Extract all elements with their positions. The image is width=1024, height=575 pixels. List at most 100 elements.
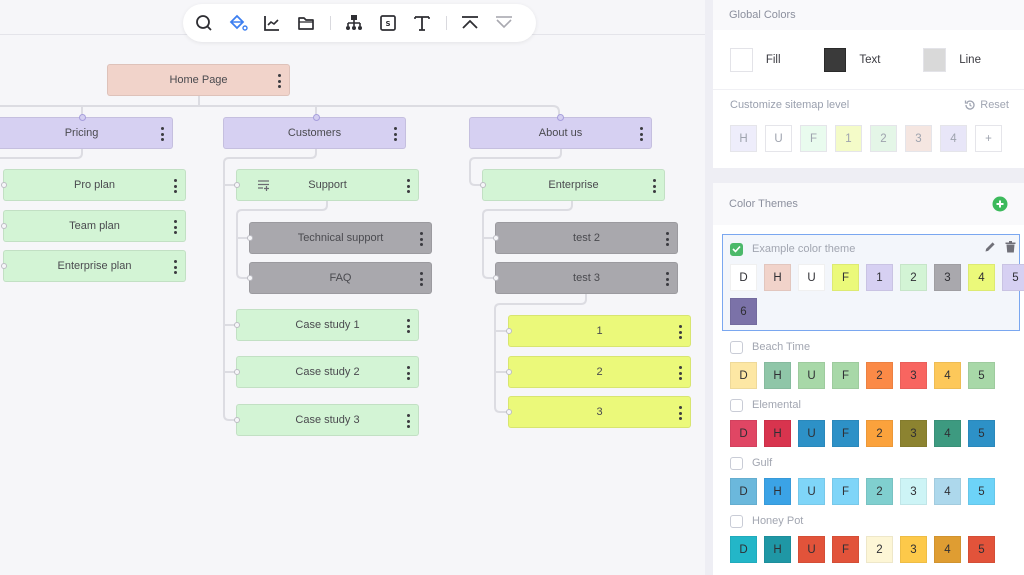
node-customers[interactable]: Customers <box>223 114 406 149</box>
node-menu-icon[interactable] <box>173 220 177 234</box>
theme-swatch[interactable]: 3 <box>900 478 927 505</box>
level-swatch[interactable]: U <box>765 125 792 152</box>
node-menu-icon[interactable] <box>406 319 410 333</box>
theme-checkbox[interactable] <box>730 340 743 354</box>
theme-swatch[interactable]: 2 <box>900 264 927 291</box>
theme-swatch[interactable]: D <box>730 264 757 291</box>
theme-swatch[interactable]: U <box>798 420 825 447</box>
theme-swatch[interactable]: F <box>832 478 859 505</box>
collapse-up-icon[interactable] <box>458 11 482 35</box>
connector-port[interactable] <box>506 328 512 334</box>
node-menu-icon[interactable] <box>160 127 164 141</box>
color-theme-item[interactable]: Beach Time D H U F 2 3 4 5 <box>713 331 1024 389</box>
sitemap-icon[interactable] <box>342 11 366 35</box>
connector-port[interactable] <box>313 114 320 121</box>
theme-swatch[interactable]: H <box>764 536 791 563</box>
theme-swatch[interactable]: 3 <box>900 536 927 563</box>
node-menu-icon[interactable] <box>678 366 682 380</box>
theme-checkbox[interactable] <box>730 514 743 528</box>
node-team-plan[interactable]: Team plan <box>1 210 186 242</box>
node-menu-icon[interactable] <box>678 325 682 339</box>
theme-swatch[interactable]: H <box>764 420 791 447</box>
connector-port[interactable] <box>1 182 7 188</box>
connector-port[interactable] <box>234 182 240 188</box>
node-case-study-3[interactable]: Case study 3 <box>234 404 419 436</box>
theme-swatch[interactable]: 4 <box>934 362 961 389</box>
line-color-swatch[interactable] <box>923 47 947 72</box>
theme-swatch[interactable]: 3 <box>900 362 927 389</box>
expand-down-icon[interactable] <box>492 11 516 35</box>
fill-color-swatch[interactable] <box>730 47 753 72</box>
node-pricing[interactable]: Pricing <box>0 114 173 149</box>
theme-swatch[interactable]: 2 <box>866 420 893 447</box>
theme-swatch[interactable]: 4 <box>934 478 961 505</box>
theme-swatch[interactable]: F <box>832 264 859 291</box>
color-theme-item[interactable]: Elemental D H U F 2 3 4 5 <box>713 389 1024 447</box>
theme-swatch[interactable]: U <box>798 264 825 291</box>
node-about-us[interactable]: About us <box>469 114 652 149</box>
connector-port[interactable] <box>234 369 240 375</box>
node-support[interactable]: Support <box>234 169 419 201</box>
connector-port[interactable] <box>493 275 499 281</box>
node-home-page[interactable]: Home Page <box>107 64 290 96</box>
theme-swatch[interactable]: H <box>764 264 791 291</box>
add-level-button[interactable]: + <box>975 125 1002 152</box>
theme-swatch[interactable]: D <box>730 420 757 447</box>
edit-pencil-icon[interactable] <box>984 241 996 253</box>
theme-swatch[interactable]: D <box>730 478 757 505</box>
node-2[interactable]: 2 <box>506 356 691 388</box>
theme-checkbox[interactable] <box>730 242 743 256</box>
connector-port[interactable] <box>480 182 486 188</box>
node-menu-icon[interactable] <box>419 272 423 286</box>
node-menu-icon[interactable] <box>419 232 423 246</box>
level-swatch[interactable]: F <box>800 125 827 152</box>
theme-swatch[interactable]: F <box>832 536 859 563</box>
connector-port[interactable] <box>557 114 564 121</box>
node-technical-support[interactable]: Technical support <box>247 222 432 254</box>
level-swatch[interactable]: 4 <box>940 125 967 152</box>
connector-port[interactable] <box>79 114 86 121</box>
theme-swatch[interactable]: F <box>832 362 859 389</box>
node-case-study-1[interactable]: Case study 1 <box>234 309 419 341</box>
node-menu-icon[interactable] <box>652 179 656 193</box>
node-menu-icon[interactable] <box>406 366 410 380</box>
theme-swatch[interactable]: F <box>832 420 859 447</box>
connector-port[interactable] <box>506 409 512 415</box>
color-theme-item[interactable]: Gulf D H U F 2 3 4 5 <box>713 447 1024 505</box>
theme-swatch[interactable]: 5 <box>968 420 995 447</box>
theme-checkbox[interactable] <box>730 456 743 470</box>
node-menu-icon[interactable] <box>639 127 643 141</box>
section-icon[interactable]: S <box>376 11 400 35</box>
theme-swatch[interactable]: 5 <box>968 362 995 389</box>
node-menu-icon[interactable] <box>406 179 410 193</box>
node-menu-icon[interactable] <box>277 74 281 88</box>
theme-swatch[interactable]: U <box>798 536 825 563</box>
text-icon[interactable] <box>410 11 434 35</box>
theme-swatch[interactable]: 4 <box>934 536 961 563</box>
text-color-swatch[interactable] <box>823 47 847 72</box>
theme-swatch[interactable]: 2 <box>866 536 893 563</box>
theme-swatch[interactable]: 5 <box>968 478 995 505</box>
level-swatch[interactable]: 2 <box>870 125 897 152</box>
node-enterprise-plan[interactable]: Enterprise plan <box>1 250 186 282</box>
connector-port[interactable] <box>493 235 499 241</box>
color-theme-item[interactable]: Example color theme D H U F 1 2 3 4 5 6 <box>722 234 1024 331</box>
folder-icon[interactable] <box>294 11 318 35</box>
theme-swatch[interactable]: 2 <box>866 362 893 389</box>
theme-swatch[interactable]: H <box>764 362 791 389</box>
node-menu-icon[interactable] <box>665 232 669 246</box>
sort-list-icon[interactable] <box>257 179 271 191</box>
node-3[interactable]: 3 <box>506 396 691 428</box>
theme-swatch[interactable]: D <box>730 536 757 563</box>
theme-swatch[interactable]: 5 <box>968 536 995 563</box>
theme-swatch[interactable]: U <box>798 478 825 505</box>
theme-swatch[interactable]: D <box>730 362 757 389</box>
level-swatch[interactable]: 1 <box>835 125 862 152</box>
theme-checkbox[interactable] <box>730 398 743 412</box>
node-menu-icon[interactable] <box>665 272 669 286</box>
theme-swatch[interactable]: 5 <box>1002 264 1024 291</box>
theme-swatch[interactable]: 2 <box>866 478 893 505</box>
node-case-study-2[interactable]: Case study 2 <box>234 356 419 388</box>
reset-button[interactable]: Reset <box>964 99 1009 111</box>
node-menu-icon[interactable] <box>406 414 410 428</box>
